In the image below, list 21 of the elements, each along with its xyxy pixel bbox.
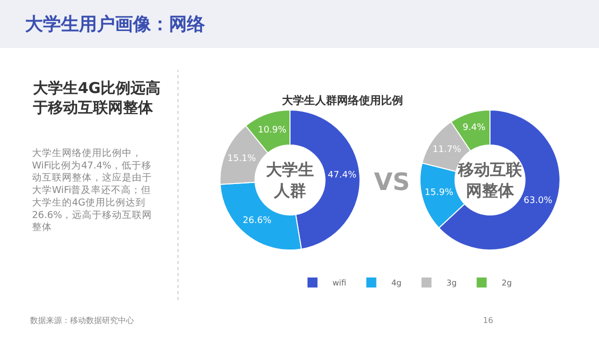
data-label: 63.0%: [524, 196, 553, 206]
text: 大学生用户画像：网络: [24, 14, 206, 35]
text: 16: [483, 316, 494, 325]
source-note: 数据来源：移动数据研究中心: [30, 316, 134, 325]
text: 大学生网络使用比例中，WiFi比例为47.4%，低于移动互联网整体，这应是由于大学WiFi普及率还不高；但大学生的4G使用比例达到26.6%，远高于移动互联网整体: [32, 147, 152, 234]
data-label: 47.4%: [328, 170, 357, 181]
data-label: 10.9%: [258, 126, 287, 136]
text: VS: [374, 168, 410, 196]
text: 大学生人群: [266, 160, 314, 200]
text: 大学生4G比例远高于移动互联网整体: [32, 79, 161, 116]
legend-label: 2g: [502, 278, 512, 288]
data-label: 15.9%: [424, 188, 454, 198]
data-label: 9.4%: [462, 123, 486, 134]
legend-label: 3g: [446, 278, 457, 288]
data-label: 15.1%: [227, 154, 256, 164]
data-label: 26.6%: [242, 216, 272, 226]
chart-title: 大学生人群网络使用比例: [282, 94, 403, 107]
legend-label: 4g: [391, 278, 402, 288]
legend-label: wifi: [332, 278, 346, 288]
data-label: 11.7%: [432, 144, 462, 155]
text: 移动互联网整体: [457, 160, 523, 200]
